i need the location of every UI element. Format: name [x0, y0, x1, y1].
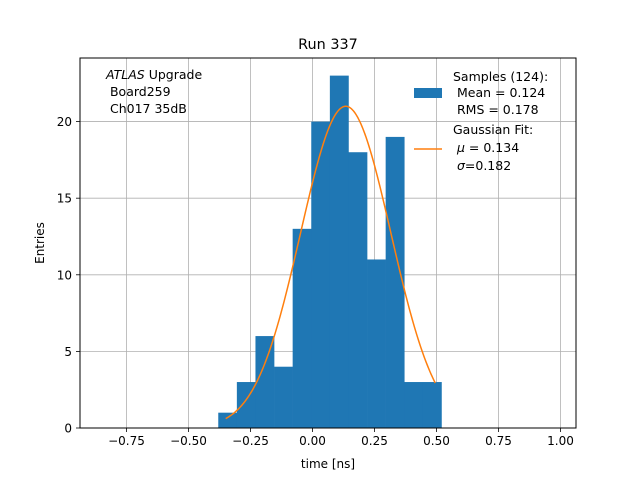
histogram-bar [274, 366, 293, 428]
legend-fit-line-3: σ=0.182 [453, 158, 511, 173]
x-tick-label: −0.50 [170, 434, 207, 448]
y-tick-label: 0 [64, 422, 72, 436]
annotation-atlas: ATLAS [105, 67, 145, 82]
legend-hist-line-3: RMS = 0.178 [453, 102, 539, 117]
plot-frame [79, 57, 577, 429]
y-tick-label: 15 [57, 192, 72, 206]
x-tick-label: 0.75 [485, 434, 512, 448]
annotation-line-2: Board259 [106, 84, 171, 99]
x-tick-label: −0.25 [232, 434, 269, 448]
y-tick-label: 10 [57, 268, 72, 282]
histogram-bar [255, 336, 275, 428]
legend-fit-sigma: =0.182 [465, 158, 511, 173]
legend-fit-mu: = 0.134 [465, 140, 519, 155]
atlas-annotation: ATLAS Upgrade Board259 Ch017 35dB [105, 67, 202, 116]
annotation-line-3: Ch017 35dB [106, 101, 187, 116]
histogram-bar [422, 382, 442, 428]
x-tick-label: 1.00 [547, 434, 574, 448]
histogram-bar [218, 412, 238, 428]
x-tick-label: −0.75 [108, 434, 145, 448]
legend-hist-line-1: Samples (124): [453, 69, 548, 84]
annotation-upgrade: Upgrade [145, 67, 203, 82]
x-axis-ticks: −0.75 −0.50 −0.25 0.00 0.25 0.50 0.75 1.00 [108, 428, 574, 448]
gaussian-fit-curve [225, 105, 436, 420]
chart-title: Run 337 [298, 37, 358, 53]
histogram-bar [348, 152, 368, 428]
y-tick-label: 20 [57, 115, 72, 129]
legend: Samples (124): Mean = 0.124 RMS = 0.178 … [414, 69, 548, 173]
x-axis-label: time [ns] [301, 457, 355, 471]
histogram-bar [367, 259, 386, 428]
legend-fit-line-2: μ = 0.134 [453, 140, 519, 155]
x-tick-label: 0.25 [361, 434, 388, 448]
histogram-bar [404, 382, 424, 428]
y-axis-ticks: 0 5 10 15 20 [57, 115, 80, 436]
histogram-bar [329, 75, 349, 428]
x-tick-label: 0.00 [299, 434, 326, 448]
gaussian-fit-line [225, 105, 436, 420]
legend-hist-swatch [414, 88, 442, 98]
annotation-line-1: ATLAS Upgrade [105, 67, 202, 82]
histogram-bar [311, 121, 331, 428]
legend-hist-line-2: Mean = 0.124 [453, 85, 545, 100]
histogram-bar [385, 136, 405, 428]
y-tick-label: 5 [64, 345, 72, 359]
x-tick-label: 0.50 [423, 434, 450, 448]
histogram-bars [218, 75, 442, 428]
histogram-bar [292, 228, 312, 428]
legend-fit-line-1: Gaussian Fit: [453, 122, 533, 137]
y-axis-label: Entries [33, 222, 47, 264]
